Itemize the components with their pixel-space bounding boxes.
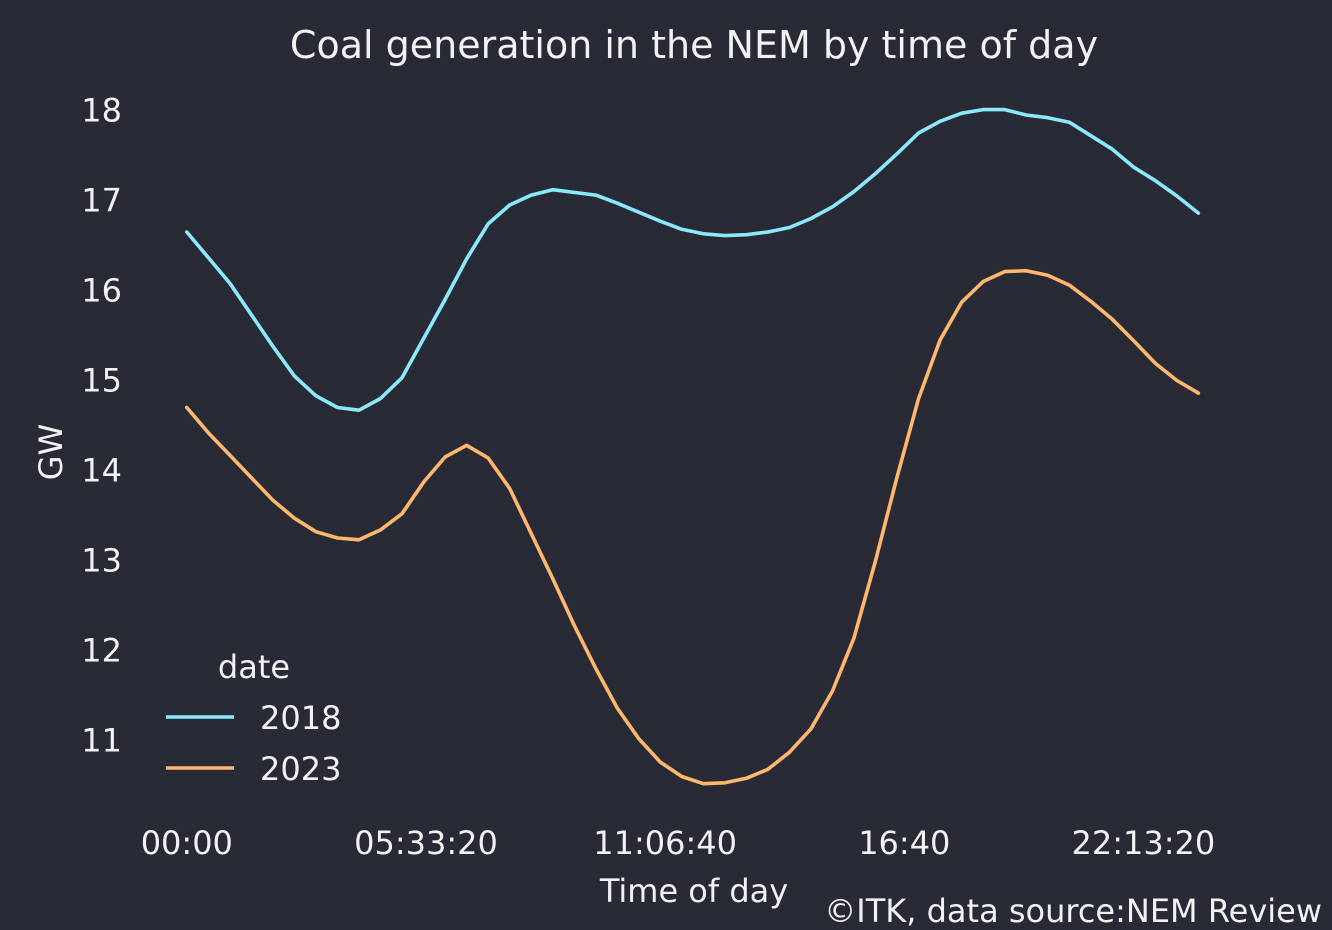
plot-area: 11 12 13 14 15 16 17 18 00:00 05:33:20 11:06:40 16… (81, 92, 1215, 863)
y-tick-label: 16 (81, 272, 122, 310)
y-tick-label: 13 (81, 542, 122, 580)
y-tick-label: 18 (81, 92, 122, 130)
x-tick-label: 00:00 (141, 824, 233, 862)
y-tick-label: 15 (81, 362, 122, 400)
x-tick-label: 11:06:40 (593, 824, 737, 862)
x-tick-label: 05:33:20 (354, 824, 498, 862)
y-tick-label: 17 (81, 182, 122, 220)
y-axis-label: GW (32, 424, 70, 480)
legend: date 2018 2023 (166, 648, 341, 788)
chart-title: Coal generation in the NEM by time of da… (290, 23, 1098, 67)
x-axis: 00:00 05:33:20 11:06:40 16:40 22:13:20 (141, 824, 1216, 862)
x-axis-label: Time of day (599, 872, 788, 910)
y-tick-label: 12 (81, 632, 122, 670)
x-tick-label: 22:13:20 (1072, 824, 1216, 862)
legend-label-2023: 2023 (260, 750, 341, 788)
y-tick-label: 11 (81, 722, 122, 760)
copyright-note: ©ITK, data source:NEM Review (824, 892, 1322, 930)
y-tick-label: 14 (81, 452, 122, 490)
legend-label-2018: 2018 (260, 699, 341, 737)
x-tick-label: 16:40 (858, 824, 950, 862)
series-line-2023 (185, 268, 1201, 786)
legend-title: date (218, 648, 290, 686)
series-line-2018 (185, 107, 1201, 412)
y-axis: 11 12 13 14 15 16 17 18 (81, 92, 122, 760)
series-group (185, 107, 1201, 786)
